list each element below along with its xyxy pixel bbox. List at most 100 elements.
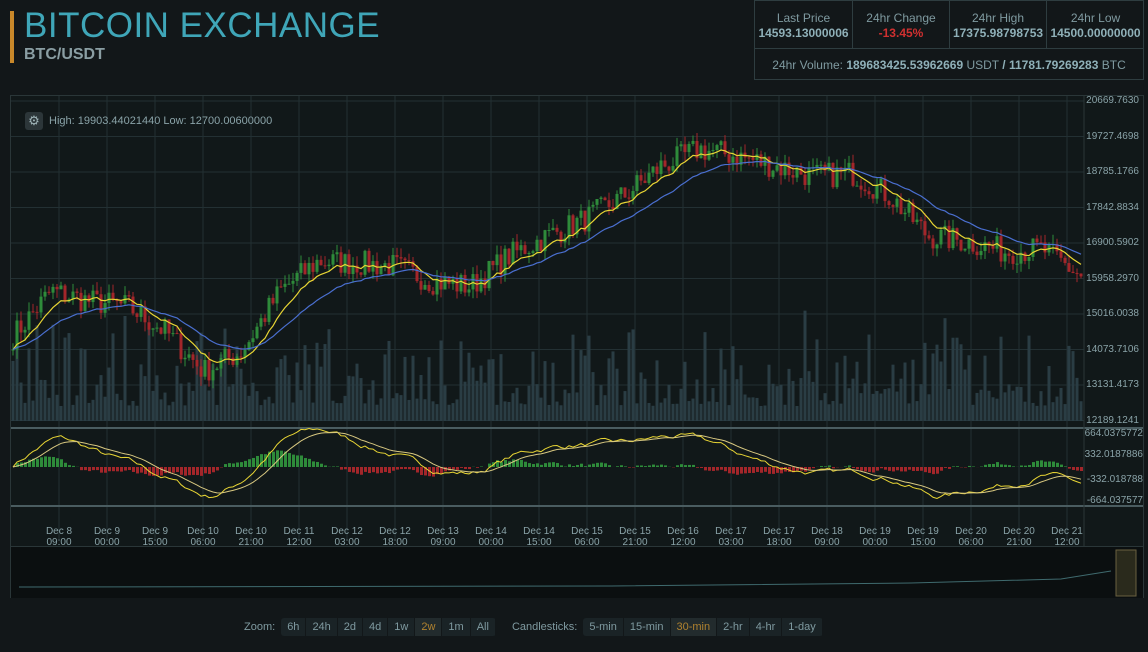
zoom-button-All[interactable]: All (471, 618, 496, 636)
stat-24hr-volume: 24hr Volume: 189683425.53962669 USDT / 1… (755, 48, 1143, 80)
zoom-button-1w[interactable]: 1w (388, 618, 416, 636)
candle (475, 274, 479, 292)
zoom-button-6h[interactable]: 6h (281, 618, 307, 636)
macd-histogram-bar (84, 467, 87, 471)
zoom-button-24h[interactable]: 24h (306, 618, 338, 636)
volume-bar (327, 329, 331, 421)
volume-bar (991, 397, 995, 421)
volume-bar (559, 405, 563, 421)
volume-bar (275, 367, 279, 421)
volume-bar (587, 335, 591, 421)
candle (951, 228, 955, 249)
candle (631, 191, 635, 199)
macd-histogram-bar (620, 465, 623, 467)
candles-button-2-hr[interactable]: 2-hr (717, 618, 750, 636)
volume-bar (303, 345, 307, 421)
macd-histogram-bar (436, 467, 439, 475)
candle (371, 261, 375, 272)
macd-histogram-bar (156, 467, 159, 476)
candle (427, 284, 431, 292)
volume-bar (843, 355, 847, 421)
candle (1003, 253, 1007, 262)
candles-button-15-min[interactable]: 15-min (624, 618, 671, 636)
macd-histogram-bar (716, 467, 719, 471)
candle (211, 370, 215, 381)
macd-histogram-bar (424, 467, 427, 476)
candle (43, 291, 47, 297)
volume-bar (311, 402, 315, 421)
candle (915, 219, 919, 223)
volume-bar (171, 401, 175, 421)
time: 06:00 (958, 537, 984, 548)
macd-histogram-bar (852, 467, 855, 469)
macd-histogram-bar (236, 462, 239, 467)
candle (687, 143, 691, 153)
candle (283, 283, 287, 287)
macd-histogram-bar (448, 467, 451, 471)
time: 09:00 (46, 537, 72, 548)
zoom-button-2d[interactable]: 2d (338, 618, 364, 636)
price-chart[interactable]: ⚙ High: 19903.44021440 Low: 12700.0060000… (10, 95, 1144, 598)
candle (507, 248, 511, 265)
macd-histogram-bar (760, 467, 763, 473)
macd-histogram-bar (992, 463, 995, 467)
volume-bar (819, 400, 823, 421)
navigator-handle[interactable] (1115, 549, 1137, 597)
macd-histogram-bar (608, 465, 611, 467)
macd-histogram-bar (880, 467, 883, 469)
candle (227, 349, 231, 358)
macd-histogram-bar (452, 467, 455, 470)
volume-bar (887, 388, 891, 421)
macd-axis-label: 332.0187886 (1084, 449, 1143, 460)
macd-histogram-bar (320, 463, 323, 467)
candlesticks-label: Candlesticks: (511, 621, 578, 633)
volume-bar (51, 324, 55, 421)
gear-icon[interactable]: ⚙ (25, 112, 43, 130)
macd-histogram-bar (1000, 464, 1003, 467)
zoom-button-1m[interactable]: 1m (442, 618, 471, 636)
volume-bar (151, 390, 155, 421)
candle (551, 227, 555, 230)
volume-bar (895, 391, 899, 421)
macd-histogram-bar (780, 467, 783, 474)
volume-bars (11, 310, 1083, 421)
volume-bar (611, 351, 615, 421)
zoom-button-2w[interactable]: 2w (415, 618, 443, 636)
navigator[interactable] (11, 546, 1143, 598)
candle (351, 265, 355, 275)
volume-bar (343, 395, 347, 421)
volume-bar (139, 364, 143, 421)
candle (279, 286, 283, 288)
candle (539, 239, 543, 252)
volume-bar (971, 404, 975, 421)
candles-button-4-hr[interactable]: 4-hr (750, 618, 783, 636)
ma-fast-line (12, 149, 1082, 364)
x-axis-label: Dec 15 21:00 (610, 526, 660, 548)
volume-bar (443, 385, 447, 421)
volume-btc: 11781.79269283 (1008, 58, 1099, 72)
candle (731, 156, 735, 163)
candle (99, 294, 103, 313)
candle (403, 258, 407, 261)
macd-histogram-bar (344, 467, 347, 470)
macd-histogram-bar (932, 467, 935, 475)
macd-histogram-bar (868, 467, 871, 472)
macd-histogram-bar (496, 460, 499, 467)
candle (239, 356, 243, 358)
macd-histogram-bar (476, 467, 479, 468)
candle (791, 175, 795, 178)
candles-button-1-day[interactable]: 1-day (782, 618, 823, 636)
zoom-button-4d[interactable]: 4d (363, 618, 389, 636)
macd-histogram-bar (892, 467, 895, 472)
candle (931, 238, 935, 249)
date: Dec 18 (811, 526, 843, 537)
candles-button-5-min[interactable]: 5-min (583, 618, 624, 636)
macd-histogram-bar (92, 467, 95, 471)
candles-button-30-min[interactable]: 30-min (670, 618, 718, 636)
candle (91, 290, 95, 303)
chart-canvas[interactable] (11, 96, 1143, 597)
candle (303, 263, 307, 275)
macd-histogram-bar (1004, 464, 1007, 467)
volume-bar (235, 346, 239, 421)
time: 06:00 (574, 537, 600, 548)
